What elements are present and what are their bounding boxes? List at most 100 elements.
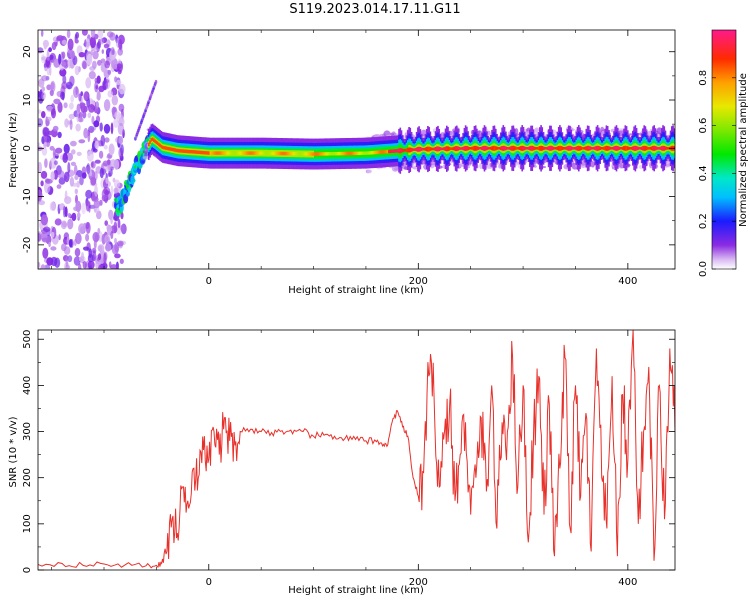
ridge-cell xyxy=(389,149,391,154)
ridge-cell xyxy=(609,146,611,150)
ridge-cell xyxy=(566,146,569,151)
ridge-cell xyxy=(410,147,413,152)
noise-blob xyxy=(103,123,111,134)
ridge-cell xyxy=(399,148,402,154)
ridge-cell xyxy=(583,147,585,150)
snr-content xyxy=(38,330,675,569)
noise-blob xyxy=(96,91,101,101)
ridge-cell xyxy=(610,147,613,150)
noise-blob xyxy=(61,61,67,67)
ridge-cell xyxy=(474,145,477,151)
ridge-cell xyxy=(312,152,315,156)
noise-blob xyxy=(69,102,74,110)
ridge-cell xyxy=(263,151,266,155)
y-tick-label: 400 xyxy=(22,376,33,395)
ridge-cell xyxy=(170,147,173,151)
noise-blob xyxy=(98,150,104,159)
ridge-cell xyxy=(239,151,242,155)
ridge-cell xyxy=(193,150,195,154)
noise-blob xyxy=(38,142,41,147)
ridge-cell xyxy=(229,151,232,155)
noise-blob xyxy=(60,91,65,100)
ridge-cell xyxy=(593,146,595,150)
ridge-cell xyxy=(527,146,530,150)
ridge-cell xyxy=(182,149,184,153)
ridge-cell xyxy=(388,149,390,154)
ridge-cell xyxy=(407,147,409,153)
ridge-cell xyxy=(542,146,545,151)
noise-blob xyxy=(74,39,79,44)
ridge-cell xyxy=(381,150,384,154)
ridge-cell xyxy=(541,146,544,151)
noise-blob xyxy=(85,189,93,199)
ridge-cell xyxy=(384,150,386,154)
noise-blob xyxy=(42,39,50,48)
noise-blob xyxy=(90,30,96,38)
noise-blob xyxy=(116,240,124,247)
ridge-cell xyxy=(511,145,513,151)
ridge-cell xyxy=(611,146,614,150)
ridge-cell xyxy=(493,145,496,151)
ridge-cell xyxy=(634,145,637,151)
noise-blob xyxy=(62,153,68,163)
ridge-cell xyxy=(471,146,473,150)
ridge-cell xyxy=(625,145,628,151)
noise-blob xyxy=(49,54,54,60)
ridge-cell xyxy=(629,147,632,150)
ridge-cell xyxy=(653,145,655,151)
ridge-cell xyxy=(623,146,625,151)
ridge-cell xyxy=(591,147,594,150)
ridge-cell xyxy=(507,147,510,150)
ridge-cell xyxy=(339,151,341,156)
noise-blob xyxy=(95,101,99,109)
ridge-cell xyxy=(259,151,262,155)
ridge-cell xyxy=(483,145,486,151)
ridge-cell xyxy=(351,151,354,156)
halo-blob xyxy=(590,161,595,168)
ridge-cell xyxy=(447,146,449,152)
ridge-cell xyxy=(365,151,368,155)
noise-blob xyxy=(85,233,90,242)
ridge-cell xyxy=(526,147,528,150)
noise-blob xyxy=(86,53,93,66)
noise-blob xyxy=(119,258,124,264)
ridge-cell xyxy=(501,146,503,151)
ridge-cell xyxy=(624,145,627,151)
ridge-cell xyxy=(428,146,430,152)
ridge-cell xyxy=(420,147,423,151)
noise-blob xyxy=(74,175,79,180)
noise-blob xyxy=(92,231,100,243)
ridge-cell xyxy=(292,152,295,156)
ridge-cell xyxy=(606,145,609,151)
ridge-cell xyxy=(306,152,308,156)
ridge-cell xyxy=(249,151,252,155)
noise-blob xyxy=(78,117,84,123)
ridge-cell xyxy=(319,152,321,156)
ridge-cell xyxy=(376,150,379,154)
ridge-cell xyxy=(635,146,638,151)
noise-blob xyxy=(97,59,102,66)
ridge-cell xyxy=(329,152,331,156)
ridge-cell xyxy=(213,151,215,155)
snr-background xyxy=(38,330,675,570)
ridge-cell xyxy=(457,146,459,151)
ridge-cell xyxy=(649,146,652,150)
ridge-cell xyxy=(185,149,188,154)
noise-blob xyxy=(40,264,46,269)
ridge-cell xyxy=(205,151,208,155)
ridge-cell xyxy=(190,150,193,154)
ridge-cell xyxy=(600,147,603,150)
ridge-cell xyxy=(308,152,311,156)
y-tick-label: 0 xyxy=(22,145,33,151)
ridge-cell xyxy=(383,150,385,154)
halo-blob xyxy=(142,155,150,160)
noise-blob xyxy=(99,167,104,179)
noise-blob xyxy=(41,91,46,101)
ridge-cell xyxy=(168,147,170,151)
ridge-cell xyxy=(422,147,424,151)
ridge-cell xyxy=(403,149,405,152)
noise-blob xyxy=(87,254,94,263)
ridge-cell xyxy=(576,146,579,151)
noise-blob xyxy=(117,48,123,56)
ridge-cell xyxy=(160,144,163,149)
